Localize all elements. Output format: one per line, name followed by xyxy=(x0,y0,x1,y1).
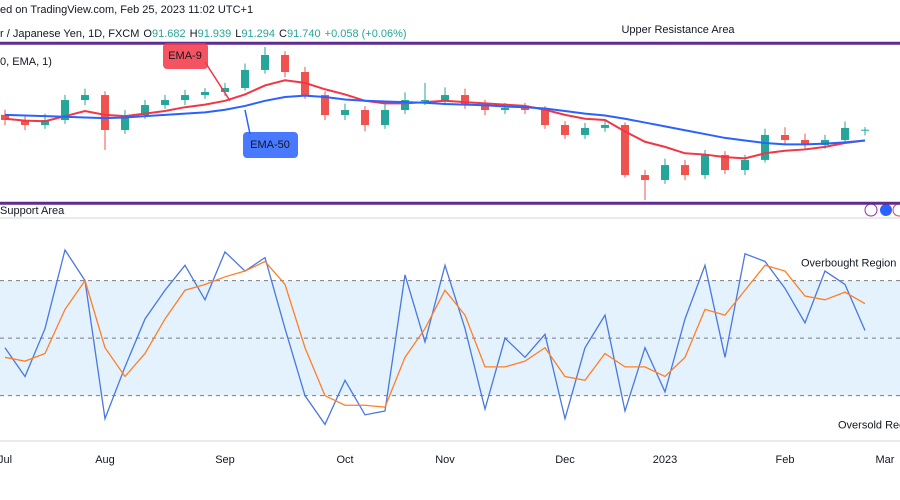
candle-body xyxy=(721,154,729,171)
front-layer: Upper Resistance Area Support Area EMA-9 EM… xyxy=(0,24,900,466)
candle-body xyxy=(41,120,49,125)
x-tick-label: Aug xyxy=(95,454,115,466)
ohlc-value: 91.682 xyxy=(152,28,186,40)
candle-body xyxy=(521,107,529,111)
candle-body xyxy=(621,124,629,176)
candle-body xyxy=(461,95,469,106)
ohlc-value: 91.740 xyxy=(287,28,321,40)
candle-body xyxy=(781,134,789,140)
x-tick-label: Jul xyxy=(0,454,12,466)
symbol: r / Japanese Yen, 1D, FXCM xyxy=(0,28,139,40)
ohlc-key: H xyxy=(190,28,198,40)
icon xyxy=(864,203,878,217)
candle-body xyxy=(141,105,149,116)
callout-box xyxy=(243,132,298,158)
candle-body xyxy=(761,134,769,160)
candle-body xyxy=(681,165,689,176)
x-tick-label: Sep xyxy=(215,454,235,466)
candle-body xyxy=(261,54,269,70)
ohlc-value: 91.939 xyxy=(198,28,232,40)
back-layer xyxy=(0,280,900,397)
candle-body xyxy=(381,110,389,125)
x-tick-label: Feb xyxy=(776,454,795,466)
candle-body xyxy=(501,107,509,111)
icon xyxy=(892,203,900,217)
ema-line xyxy=(4,94,866,146)
candle-body xyxy=(61,100,69,120)
marks-layer xyxy=(1,47,869,426)
x-tick-label: 2023 xyxy=(653,454,677,466)
candle-body xyxy=(401,100,409,111)
candle-body xyxy=(701,154,709,176)
source: ed on TradingView.com, Feb 25, 2023 11:0… xyxy=(0,4,253,16)
legend-label: EMA-50 xyxy=(250,139,290,151)
candle-body xyxy=(801,139,809,145)
candle-body xyxy=(21,120,29,125)
candle-body xyxy=(661,165,669,181)
candle-body xyxy=(861,129,869,131)
candle-body xyxy=(341,110,349,116)
oscillator-line xyxy=(4,260,866,408)
ohlc-key: L xyxy=(235,28,241,40)
candle-body xyxy=(361,110,369,125)
candle-body xyxy=(161,100,169,106)
candle-body xyxy=(421,100,429,102)
candle-body xyxy=(281,54,289,72)
ema-line xyxy=(4,79,866,160)
candle-body xyxy=(741,159,749,171)
callout-pointer xyxy=(244,109,251,135)
x-tick-label: Mar xyxy=(876,454,895,466)
ohlc-key: O xyxy=(143,28,152,40)
candle-body xyxy=(601,124,609,128)
ohlc-value: 91.294 xyxy=(241,28,275,40)
oscillator-line xyxy=(4,248,866,426)
candle-body xyxy=(821,139,829,145)
callout-box xyxy=(163,43,208,69)
callout-pointer xyxy=(204,61,231,102)
candle-body xyxy=(541,110,549,125)
candle-body xyxy=(241,69,249,88)
candle-body xyxy=(441,95,449,101)
candle-body xyxy=(81,95,89,101)
candle-body xyxy=(1,114,9,120)
level-label: Support Area xyxy=(0,205,65,217)
candle-body xyxy=(221,88,229,92)
candle-body xyxy=(101,95,109,130)
candle-body xyxy=(121,115,129,130)
x-tick-label: Nov xyxy=(435,454,455,466)
candle-body xyxy=(481,105,489,111)
level-label: Oversold Region xyxy=(838,420,900,432)
candle-body xyxy=(201,91,209,96)
level-label: Overbought Region xyxy=(801,258,896,270)
candle-body xyxy=(561,124,569,135)
indicator-legend: 0, EMA, 1) xyxy=(0,56,52,68)
candle-body xyxy=(581,127,589,135)
legend-label: EMA-9 xyxy=(168,50,202,62)
candle-body xyxy=(641,175,649,181)
candle-body xyxy=(321,95,329,116)
change: +0.058 (+0.06%) xyxy=(325,28,407,40)
ohlc-key: C xyxy=(279,28,287,40)
level-label: Upper Resistance Area xyxy=(621,24,735,36)
x-tick-label: Oct xyxy=(336,454,353,466)
candle-body xyxy=(841,127,849,140)
symbol-legend: r / Japanese Yen, 1D, FXCM O91.682 H91.939… xyxy=(0,28,407,40)
icon xyxy=(880,204,892,216)
candle-body xyxy=(181,95,189,101)
x-tick-label: Dec xyxy=(555,454,575,466)
